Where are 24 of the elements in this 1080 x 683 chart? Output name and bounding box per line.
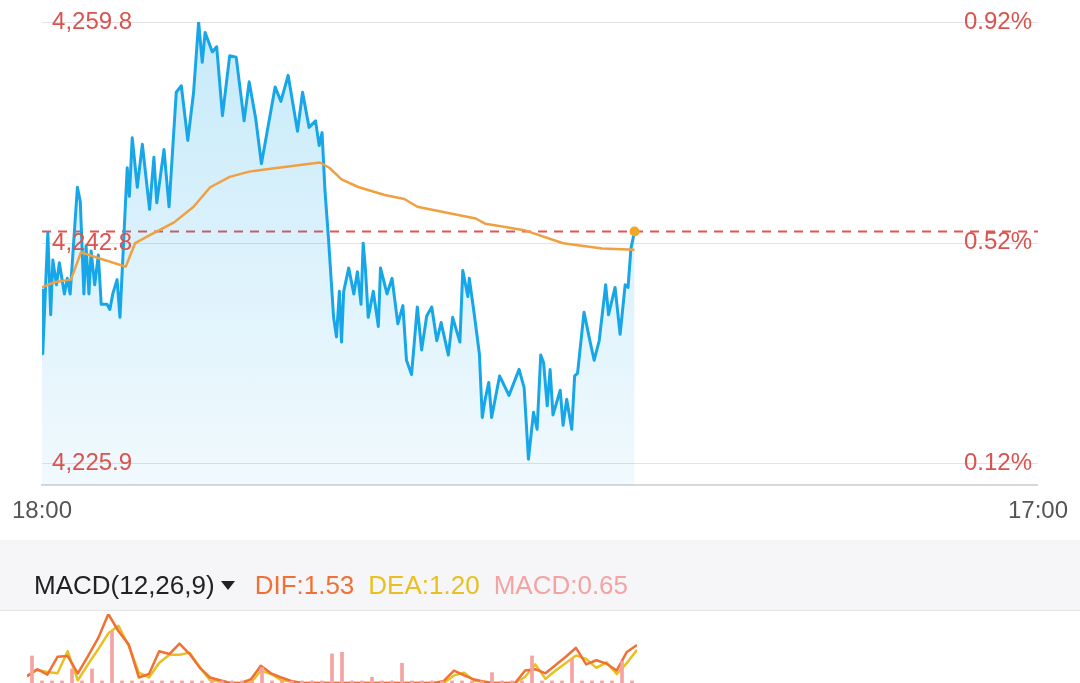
bar xyxy=(110,631,114,683)
y-tick-label: 4,259.8 xyxy=(52,6,133,34)
x-tick-label: 18:00 xyxy=(12,496,73,524)
bar xyxy=(400,662,404,683)
text: DEA:1.20 xyxy=(368,569,480,601)
y2-tick-label: 0.52% xyxy=(963,227,1032,255)
bar xyxy=(90,668,94,683)
bar xyxy=(340,651,344,683)
bar xyxy=(70,668,74,683)
text: DIF:1.53 xyxy=(254,569,355,601)
chart-title: MACD(12,26,9) xyxy=(34,569,215,601)
y2-tick-label: 0.12% xyxy=(963,447,1032,475)
y-tick-label: 4,225.9 xyxy=(52,447,133,475)
text: MACD:0.65 xyxy=(493,569,629,601)
bar xyxy=(260,667,264,683)
bar xyxy=(570,658,574,683)
bar xyxy=(30,655,34,683)
bar xyxy=(330,653,334,683)
bar xyxy=(530,655,534,683)
bar xyxy=(620,660,624,683)
bar xyxy=(490,672,494,683)
x-tick-label: 17:00 xyxy=(1007,496,1068,524)
bar xyxy=(370,676,374,683)
y2-tick-label: 0.92% xyxy=(963,6,1032,34)
